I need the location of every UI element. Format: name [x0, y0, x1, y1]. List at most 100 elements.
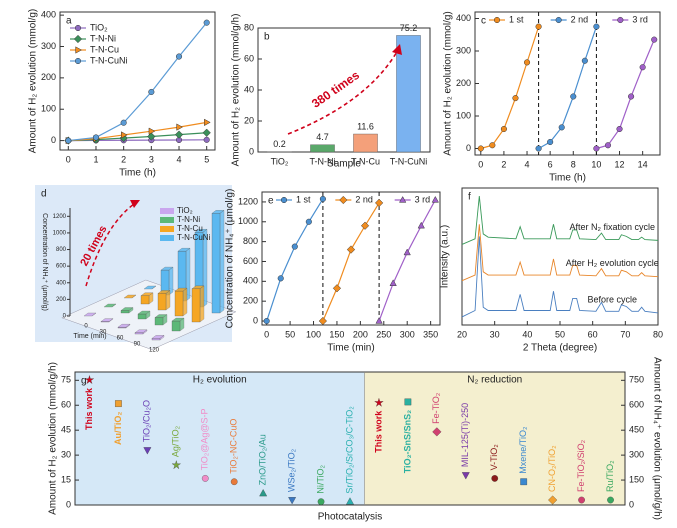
marker — [489, 142, 496, 149]
bar-top — [134, 329, 148, 333]
marker — [263, 317, 270, 325]
x-tick-label: 100 — [306, 329, 321, 339]
y-axis-label: Concentration of NH₄⁺ (μmol/g) — [225, 189, 236, 329]
x-axis-label: Sample — [327, 159, 361, 170]
x-tick-label: 8 — [571, 159, 576, 169]
legend-marker — [493, 16, 501, 24]
bar — [120, 310, 130, 314]
marker — [604, 142, 612, 149]
y-tick-label: 60 — [61, 400, 71, 410]
marker — [548, 495, 558, 505]
bar-side — [182, 287, 188, 317]
y2-tick-label: 600 — [629, 400, 644, 410]
region-background — [364, 372, 625, 505]
y2-tick-label: 300 — [629, 450, 644, 460]
marker — [203, 19, 210, 26]
marker — [259, 489, 268, 497]
x-tick-label: T-N-CuNi — [390, 156, 428, 166]
x-tick-label: 2 — [121, 154, 126, 164]
z-tick-label: 800 — [56, 247, 67, 253]
marker — [651, 36, 658, 43]
y2-tick-label: 150 — [629, 474, 644, 484]
y-tick-label: 800 — [243, 236, 258, 246]
arrow-head — [392, 44, 402, 55]
plot-frame — [261, 191, 441, 326]
marker — [203, 136, 210, 143]
marker — [92, 134, 100, 141]
y-tick-label: 300 — [456, 45, 471, 55]
x-tick-label: 50 — [285, 329, 295, 339]
x-tick-label: 40 — [522, 329, 532, 339]
plot-frame — [74, 371, 626, 506]
series-line — [266, 198, 324, 322]
x-axis-label: Time (min) — [73, 333, 106, 340]
y-axis-label: Amount of H₂ evolution (mmol/g/h) — [231, 14, 242, 167]
bar-top — [171, 317, 185, 322]
marker — [176, 123, 184, 131]
legend-marker — [280, 196, 288, 204]
bar-top — [194, 229, 208, 233]
x-tick-label: T-N-Cu — [351, 156, 380, 166]
marker — [547, 138, 554, 146]
x-axis-label: Time (h) — [549, 173, 586, 184]
bar-top — [83, 312, 97, 317]
bar — [191, 288, 201, 323]
x-axis-label: 2 Theta (degree) — [523, 343, 597, 354]
legend-label: T-N-Cu — [177, 224, 203, 233]
marker — [520, 478, 528, 486]
region-background — [75, 372, 365, 505]
marker — [171, 460, 182, 470]
legend-swatch — [160, 208, 174, 214]
marker — [121, 131, 128, 139]
marker — [305, 218, 312, 225]
marker — [202, 128, 211, 137]
series-line — [68, 139, 207, 142]
marker — [461, 472, 470, 480]
marker — [175, 53, 183, 60]
x-tick-label: 12 — [615, 159, 625, 169]
x-tick-label: 30 — [100, 330, 107, 336]
point-label: Ni/TiO₂ — [315, 465, 325, 494]
legend-label: 2 nd — [571, 14, 589, 24]
z-tick-label: 200 — [56, 297, 67, 303]
bar-side — [199, 285, 205, 323]
point-label: Ru/TiO₂ — [605, 460, 615, 492]
legend-label: TiO₂ — [90, 22, 108, 32]
x-tick-label: 5 — [204, 154, 209, 164]
bar-top — [137, 310, 151, 315]
xrd-pattern — [461, 236, 659, 318]
marker — [616, 125, 623, 133]
bar-top — [174, 287, 188, 292]
marker — [120, 119, 127, 126]
bar-side — [165, 290, 171, 311]
arrow-head — [130, 200, 140, 208]
x-tick-label: 0 — [478, 159, 483, 169]
y-tick-label: 1200 — [238, 196, 258, 206]
point-label: TiO₂/Cu₂O — [142, 400, 152, 442]
legend-label: T-N-Ni — [90, 33, 116, 43]
legend-label: T-N-Cu — [90, 44, 119, 54]
point-label: This work — [84, 387, 94, 430]
y-tick-label: 45 — [61, 425, 71, 435]
xrd-pattern — [461, 224, 659, 282]
marker — [523, 59, 531, 66]
legend-marker — [399, 195, 407, 203]
trend-arrow — [287, 49, 399, 135]
x-tick-label: 30 — [490, 329, 500, 339]
series-line — [596, 39, 655, 150]
x-tick-label: 20 — [457, 329, 467, 339]
bar — [140, 295, 150, 305]
z-tick-label: 1200 — [53, 214, 67, 220]
panel-letter: g — [81, 376, 87, 387]
point-label: WSe₂/TiO₂ — [286, 448, 296, 492]
point-label: Mxene/TiO₂ — [518, 426, 528, 474]
bar — [134, 332, 144, 335]
marker — [403, 248, 411, 256]
x-tick-label: 90 — [134, 342, 141, 348]
value-label: 4.7 — [316, 132, 329, 142]
z-tick-label: 0 — [63, 314, 67, 320]
panel-letter: c — [481, 16, 486, 27]
panel-letter: e — [268, 196, 274, 207]
legend-marker — [555, 16, 562, 24]
marker — [512, 95, 519, 102]
